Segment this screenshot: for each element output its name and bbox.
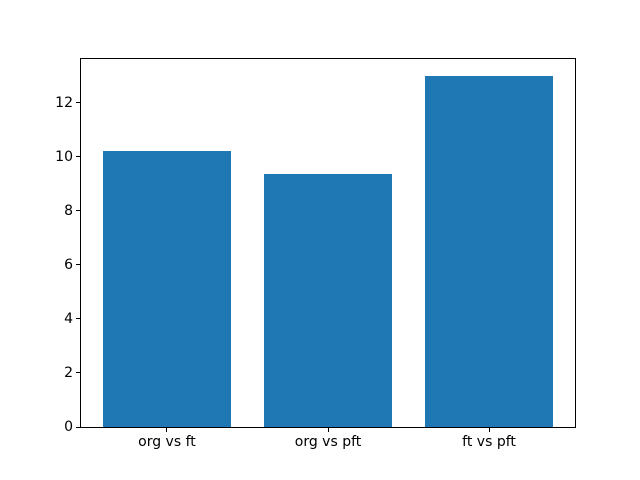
y-axis-tick-mark xyxy=(76,426,80,428)
y-axis-tick-mark xyxy=(76,264,80,266)
x-axis-tick-label: ft vs pft xyxy=(462,434,516,450)
y-axis-tick-mark xyxy=(76,318,80,320)
bar-ft-vs-pft xyxy=(424,75,554,427)
y-axis-tick-label: 2 xyxy=(64,364,73,381)
y-axis-tick-label: 8 xyxy=(64,202,73,219)
bar-org-vs-ft xyxy=(102,151,232,427)
y-axis-tick-label: 0 xyxy=(64,419,73,435)
x-axis-tick-mark xyxy=(166,428,168,432)
y-axis-tick-label: 12 xyxy=(55,94,73,111)
y-axis-tick-label: 6 xyxy=(64,256,73,273)
x-axis-tick-label: org vs pft xyxy=(294,434,362,450)
x-axis-tick-mark xyxy=(327,428,329,432)
y-axis-tick-mark xyxy=(76,372,80,374)
x-axis-tick-mark xyxy=(488,428,490,432)
y-axis-tick-mark xyxy=(76,210,80,212)
y-axis-tick-mark xyxy=(76,102,80,104)
x-axis-tick-label: org vs ft xyxy=(138,434,196,450)
y-axis-tick-mark xyxy=(76,156,80,158)
y-axis-tick-label: 10 xyxy=(55,148,73,165)
bar-org-vs-pft xyxy=(263,174,393,427)
y-axis-tick-label: 4 xyxy=(64,310,73,327)
